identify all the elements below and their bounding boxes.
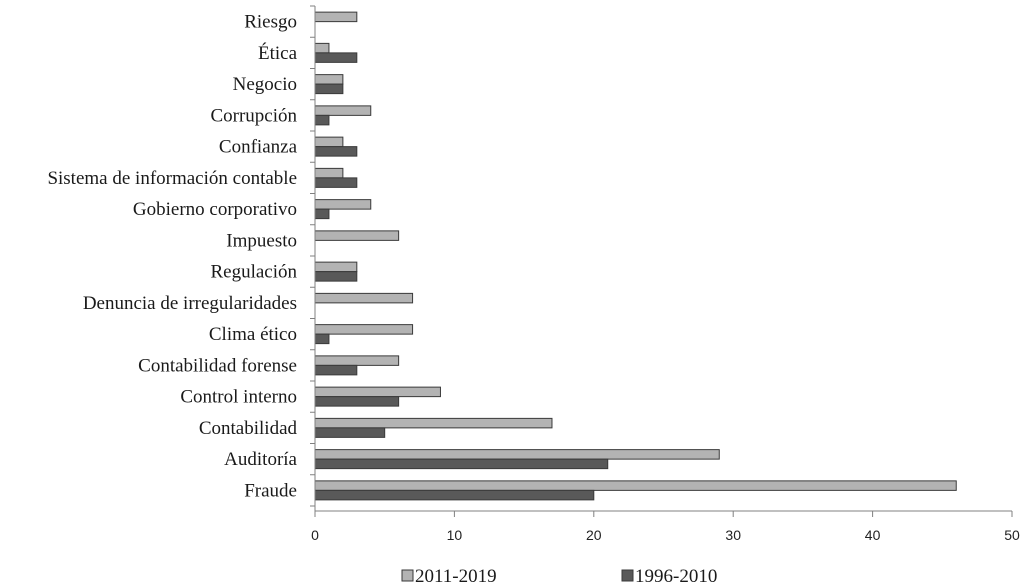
category-label-contabilidad-forense: Contabilidad forense bbox=[138, 355, 297, 376]
category-label-control-interno: Control interno bbox=[180, 387, 297, 408]
bar-2011-2019-sistema-de-informacion-contable bbox=[314, 167, 344, 179]
bar-1996-2010-auditoria bbox=[314, 458, 609, 470]
bar-2011-2019-impuesto bbox=[314, 230, 400, 241]
category-label-clima-etico: Clima ético bbox=[209, 324, 297, 345]
bar-1996-2010-regulacion bbox=[314, 271, 358, 282]
category-label-negocio: Negocio bbox=[233, 74, 297, 95]
bar-2011-2019-regulacion bbox=[314, 261, 358, 273]
x-tick-label: 30 bbox=[725, 527, 741, 543]
x-tick-label: 20 bbox=[586, 527, 602, 543]
category-label-impuesto: Impuesto bbox=[226, 230, 297, 251]
legend-swatch-2011-2019 bbox=[401, 569, 414, 582]
bar-2011-2019-corrupcion bbox=[314, 105, 372, 116]
bar-2011-2019-denuncia-de-irregularidades bbox=[314, 292, 414, 304]
category-label-gobierno-corporativo: Gobierno corporativo bbox=[133, 199, 297, 220]
bar-2011-2019-confianza bbox=[314, 136, 344, 148]
bar-1996-2010-clima-etico bbox=[314, 333, 330, 345]
bar-2011-2019-gobierno-corporativo bbox=[314, 199, 372, 210]
x-tick-label: 10 bbox=[447, 527, 463, 543]
bar-1996-2010-negocio bbox=[314, 83, 344, 95]
bar-1996-2010-etica bbox=[314, 52, 358, 63]
bar-2011-2019-control-interno bbox=[314, 386, 441, 398]
category-label-auditoria: Auditoría bbox=[224, 449, 297, 470]
category-label-fraude: Fraude bbox=[244, 480, 297, 501]
bar-1996-2010-contabilidad bbox=[314, 427, 386, 438]
bar-2011-2019-contabilidad bbox=[314, 417, 553, 429]
bar-1996-2010-control-interno bbox=[314, 396, 400, 407]
category-label-sistema-de-informacion-contable: Sistema de información contable bbox=[47, 168, 297, 189]
bar-2011-2019-riesgo bbox=[314, 11, 358, 23]
bar-2011-2019-clima-etico bbox=[314, 324, 414, 335]
bar-2011-2019-auditoria bbox=[314, 449, 720, 460]
x-tick-label: 0 bbox=[311, 527, 319, 543]
x-tick-label: 40 bbox=[865, 527, 881, 543]
bar-1996-2010-sistema-de-informacion-contable bbox=[314, 177, 358, 188]
bar-2011-2019-etica bbox=[314, 42, 330, 54]
category-label-corrupcion: Corrupción bbox=[210, 105, 297, 126]
x-tick-label: 50 bbox=[1004, 527, 1020, 543]
bar-1996-2010-contabilidad-forense bbox=[314, 364, 358, 376]
category-label-regulacion: Regulación bbox=[210, 262, 297, 283]
bar-1996-2010-fraude bbox=[314, 489, 595, 501]
category-label-etica: Ética bbox=[258, 42, 298, 64]
legend-label-2011-2019: 2011-2019 bbox=[415, 566, 497, 587]
bar-2011-2019-negocio bbox=[314, 74, 344, 85]
bar-2011-2019-fraude bbox=[314, 480, 957, 491]
legend-swatch-1996-2010 bbox=[621, 569, 634, 582]
category-label-riesgo: Riesgo bbox=[244, 12, 297, 33]
bar-1996-2010-confianza bbox=[314, 146, 358, 157]
bar-2011-2019-contabilidad-forense bbox=[314, 355, 400, 366]
category-label-confianza: Confianza bbox=[219, 137, 298, 158]
bar-1996-2010-corrupcion bbox=[314, 114, 330, 126]
category-label-contabilidad: Contabilidad bbox=[199, 418, 298, 439]
legend: 2011-2019 1996-2010 bbox=[401, 566, 717, 587]
axes-layer: Fraude Auditoría Contabilidad Control inter… bbox=[47, 5, 1020, 543]
legend-label-1996-2010: 1996-2010 bbox=[635, 566, 717, 587]
bars-layer bbox=[314, 11, 957, 501]
bar-1996-2010-gobierno-corporativo bbox=[314, 208, 330, 220]
category-label-denuncia-de-irregularidades: Denuncia de irregularidades bbox=[83, 293, 297, 314]
